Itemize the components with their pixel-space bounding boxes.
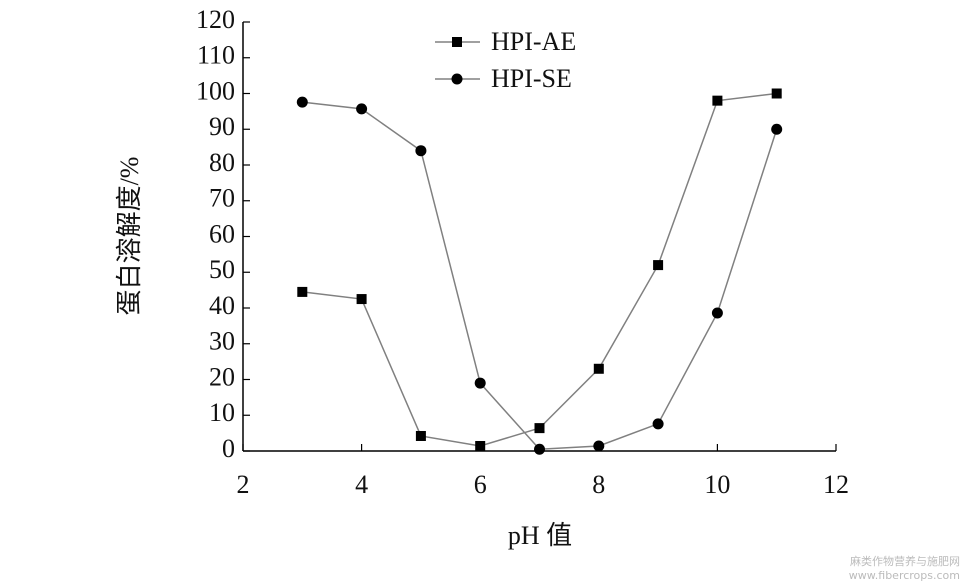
y-tick-label: 70 [209,184,235,213]
y-tick-label: 50 [209,255,235,284]
data-point [712,95,723,106]
data-point [711,307,723,319]
x-tick-label: 6 [474,470,487,499]
x-tick-label: 10 [704,470,730,499]
data-point [356,103,368,115]
data-point [297,286,308,297]
y-axis-label: 蛋白溶解度/% [115,157,144,316]
series-line [302,92,777,447]
data-point [534,443,545,455]
y-tick-label: 20 [209,362,235,391]
x-tick-label: 2 [237,470,250,499]
legend-marker [451,73,463,85]
y-tick-label: 60 [209,219,235,248]
x-axis-label: pH 值 [508,521,572,550]
y-tick-label: 30 [209,327,235,356]
x-tick-label: 8 [592,470,605,499]
data-point [593,363,604,374]
y-tick-label: 90 [209,112,235,141]
watermark: www.fibercrops.com [849,569,960,582]
x-tick-label: 4 [355,470,368,499]
data-point [653,260,664,271]
data-point [296,96,308,108]
data-point [652,418,664,430]
y-tick-label: 120 [196,5,235,34]
data-point [534,423,545,434]
legend-label: HPI-SE [491,64,572,93]
y-tick-label: 0 [222,434,235,463]
data-point [475,440,486,451]
legend-label: HPI-AE [491,27,576,56]
y-tick-label: 80 [209,148,235,177]
data-point [593,440,605,452]
y-tick-label: 10 [209,398,235,427]
data-point [771,123,783,135]
x-tick-label: 12 [823,470,849,499]
series-line [302,101,778,450]
watermark: 麻类作物营养与施肥网 [850,554,960,568]
y-tick-label: 110 [197,41,235,70]
data-point [415,145,427,157]
data-point [415,430,426,441]
y-tick-label: 100 [196,76,235,105]
data-point [474,377,486,389]
data-point [771,88,782,99]
data-point [356,294,367,305]
y-tick-label: 40 [209,291,235,320]
legend-marker [452,37,462,47]
